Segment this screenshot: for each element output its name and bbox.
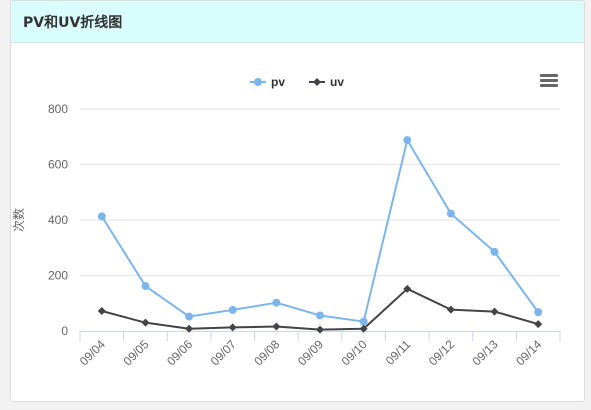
- x-tick-label: 09/09: [295, 337, 326, 368]
- data-point-uv[interactable]: [403, 284, 412, 293]
- hamburger-menu-icon[interactable]: [539, 72, 559, 90]
- data-point-pv[interactable]: [490, 247, 499, 256]
- x-tick-label: 09/05: [120, 337, 151, 368]
- grid-lines: [80, 108, 560, 276]
- data-point-uv[interactable]: [534, 320, 543, 329]
- data-point-pv[interactable]: [403, 136, 412, 145]
- data-point-uv[interactable]: [359, 324, 368, 333]
- data-point-pv[interactable]: [141, 282, 150, 291]
- x-tick-label: 09/07: [208, 337, 239, 368]
- y-tick-label: 800: [48, 102, 68, 116]
- data-point-uv[interactable]: [185, 324, 194, 333]
- x-tick-label: 09/04: [77, 337, 108, 368]
- legend-item-uv[interactable]: uv: [309, 75, 344, 89]
- data-point-uv[interactable]: [316, 325, 324, 334]
- data-point-pv[interactable]: [97, 212, 106, 221]
- x-tick-label: 09/14: [513, 337, 544, 368]
- panel-title: PV和UV折线图: [23, 14, 123, 31]
- data-point-uv[interactable]: [97, 307, 106, 316]
- data-point-pv[interactable]: [316, 311, 324, 320]
- y-tick-label: 0: [61, 324, 68, 338]
- y-tick-label: 200: [48, 269, 68, 283]
- legend-symbol-marker: [254, 78, 262, 86]
- data-point-uv[interactable]: [272, 322, 281, 331]
- data-point-pv[interactable]: [534, 308, 543, 317]
- x-tick-label: 09/06: [164, 337, 195, 368]
- series-uv: [97, 284, 543, 334]
- data-point-pv[interactable]: [359, 317, 368, 326]
- data-point-uv[interactable]: [228, 323, 237, 332]
- chart-panel: PV和UV折线图 0 200 400 600 800 次数 09/04 09/05 09/06…: [10, 0, 585, 402]
- y-axis-title: 次数: [11, 208, 26, 232]
- x-tick-label: 09/08: [251, 337, 282, 368]
- panel-header: PV和UV折线图: [11, 1, 584, 43]
- x-tick-label: 09/11: [383, 337, 414, 368]
- legend-label: uv: [330, 75, 344, 89]
- series-pv: [97, 136, 543, 326]
- legend[interactable]: pv uv: [250, 75, 344, 89]
- legend-label: pv: [271, 75, 285, 89]
- x-tick-label: 09/10: [339, 337, 370, 368]
- data-point-uv[interactable]: [141, 318, 150, 327]
- data-point-pv[interactable]: [228, 305, 237, 314]
- series-line-pv: [100, 139, 539, 323]
- data-point-uv[interactable]: [490, 307, 499, 316]
- data-point-pv[interactable]: [185, 312, 194, 321]
- y-axis: 0 200 400 600 800 次数: [11, 102, 68, 338]
- data-point-uv[interactable]: [446, 305, 455, 314]
- series-group: [97, 136, 543, 334]
- x-axis: 09/04 09/05 09/06 09/07 09/08 09/09 09/10 09/11…: [77, 331, 561, 368]
- series-line-uv: [101, 287, 539, 331]
- legend-item-pv[interactable]: pv: [250, 75, 285, 89]
- y-tick-label: 600: [48, 158, 68, 172]
- legend-symbol-marker: [313, 78, 321, 86]
- x-tick-label: 09/13: [470, 337, 501, 368]
- data-point-pv[interactable]: [446, 209, 455, 218]
- y-tick-label: 400: [48, 213, 68, 227]
- x-tick-label: 09/12: [426, 337, 457, 368]
- data-point-pv[interactable]: [272, 298, 281, 307]
